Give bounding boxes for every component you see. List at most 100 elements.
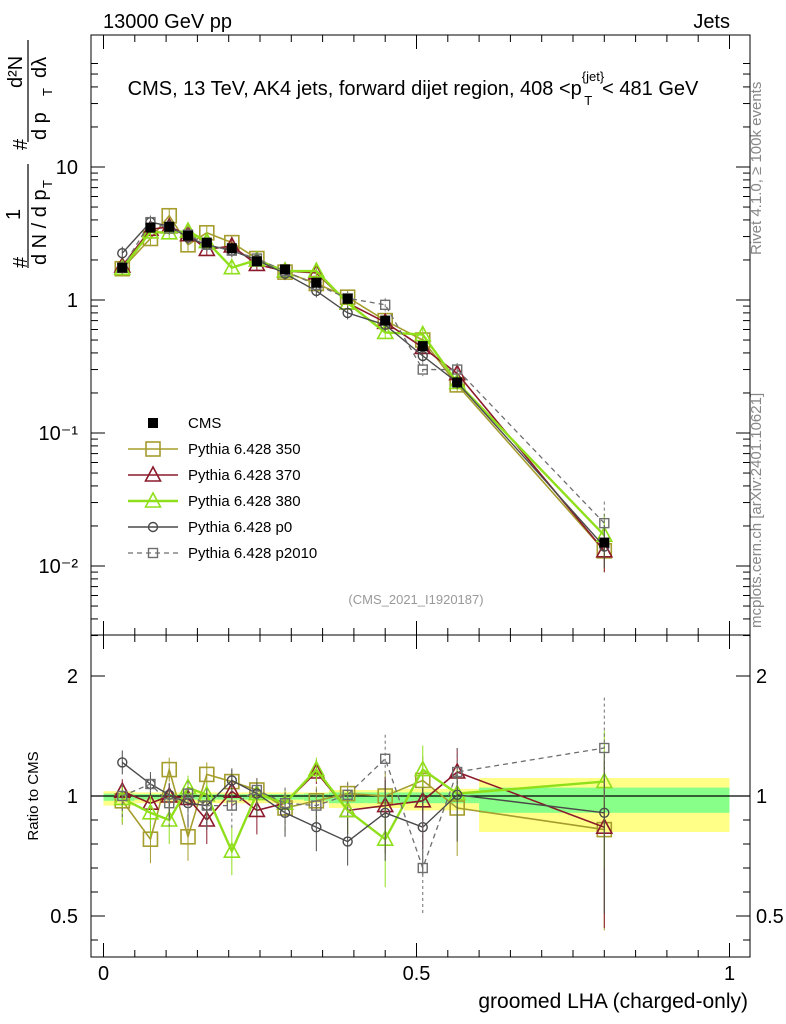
ratio-line-p0 bbox=[121, 761, 605, 843]
analysis-label: (CMS_2021_I1920187) bbox=[348, 592, 483, 607]
data-point-p380 bbox=[413, 324, 432, 342]
ratio-point-p380 bbox=[141, 803, 160, 820]
legend: CMS Pythia 6.428 350 Pythia 6.428 370 Pythi… bbox=[128, 415, 317, 562]
data-point-cms bbox=[251, 256, 262, 267]
ylabel-hash-2: # bbox=[10, 138, 32, 150]
data-point-cms bbox=[380, 315, 391, 326]
main-series-p350 bbox=[114, 207, 613, 573]
ratio-point-p0 bbox=[380, 807, 391, 818]
ratio-point-p2010 bbox=[164, 798, 175, 809]
legend-entry-p350: Pythia 6.428 350 bbox=[128, 441, 301, 458]
ratio-y-tick-label-left: 1 bbox=[67, 786, 78, 808]
ratio-point-p350 bbox=[161, 761, 178, 778]
category-label: Jets bbox=[693, 11, 730, 33]
data-point-p2010 bbox=[451, 364, 463, 375]
ratio-series-p2010 bbox=[117, 697, 610, 916]
data-point-cms bbox=[417, 341, 428, 352]
ratio-point-p2010 bbox=[226, 800, 238, 811]
ratio-panel: 0.5 0.5 1 1 2 2 0 0.5 1 Ratio to CMS groomed LHA… bbox=[25, 634, 784, 1013]
data-point-cms bbox=[342, 293, 353, 304]
ratio-point-p2010 bbox=[599, 742, 610, 754]
main-y-tick-label: 10⁻¹ bbox=[39, 423, 79, 445]
data-point-cms bbox=[452, 377, 463, 388]
legend-entry-p2010: Pythia 6.428 p2010 bbox=[128, 545, 317, 562]
x-axis-title: groomed LHA (charged-only) bbox=[478, 990, 748, 1013]
ratio-point-p370 bbox=[248, 800, 266, 818]
main-y-axis-title: # 1 d N / d p T # d²N d p T dλ bbox=[3, 40, 55, 268]
ratio-x-tick-label: 1 bbox=[724, 963, 735, 985]
legend-label-p2010: Pythia 6.428 p2010 bbox=[188, 545, 317, 562]
ylabel-dpt: d p bbox=[29, 112, 51, 140]
ratio-point-p2010 bbox=[342, 789, 353, 800]
data-point-cms bbox=[226, 243, 237, 254]
chart-title: CMS, 13 TeV, AK4 jets, forward dijet reg… bbox=[128, 69, 699, 108]
legend-marker-p380 bbox=[144, 491, 162, 508]
legend-label-cms: CMS bbox=[188, 415, 221, 432]
ratio-point-p2010 bbox=[451, 766, 463, 778]
data-point-p0 bbox=[417, 350, 428, 362]
ratio-series-p370 bbox=[113, 748, 614, 928]
legend-entry-cms: CMS bbox=[148, 415, 221, 432]
data-point-p0 bbox=[342, 307, 353, 319]
data-point-cms bbox=[145, 222, 156, 233]
data-point-p2010 bbox=[417, 364, 428, 375]
ratio-point-p380 bbox=[338, 800, 357, 818]
main-axis-ticks: 10⁻² 10⁻¹ 1 10 bbox=[39, 35, 750, 637]
legend-entry-p380: Pythia 6.428 380 bbox=[128, 491, 301, 510]
legend-label-p350: Pythia 6.428 350 bbox=[188, 441, 301, 458]
ratio-point-p0 bbox=[599, 807, 610, 818]
data-point-cms bbox=[164, 221, 175, 232]
data-point-p2010 bbox=[380, 299, 391, 311]
ylabel-dn: d N / d p bbox=[29, 189, 51, 265]
mcplots-label: mcplots.cern.ch [arXiv:2401.10621] bbox=[748, 393, 765, 628]
data-point-p380 bbox=[222, 257, 241, 275]
ratio-point-p2010 bbox=[380, 753, 391, 764]
data-point-cms bbox=[311, 277, 322, 288]
ratio-point-p0 bbox=[226, 775, 238, 786]
data-point-cms bbox=[117, 262, 128, 273]
ratio-y-tick-label-left: 0.5 bbox=[50, 906, 78, 928]
ratio-series-group bbox=[113, 697, 614, 931]
legend-label-p0: Pythia 6.428 p0 bbox=[188, 519, 292, 536]
ratio-y-tick-label-right: 0.5 bbox=[756, 906, 784, 928]
legend-entry-p0: Pythia 6.428 p0 bbox=[128, 519, 292, 536]
ratio-x-tick-label: 0 bbox=[98, 963, 109, 985]
ratio-point-p0 bbox=[311, 822, 322, 833]
series-line-p380 bbox=[121, 229, 606, 537]
ylabel-t-1: T bbox=[40, 180, 55, 188]
ratio-point-p380 bbox=[307, 759, 326, 777]
legend-marker-p350 bbox=[145, 441, 161, 457]
ratio-point-p380 bbox=[222, 841, 241, 859]
energy-label: 13000 GeV pp bbox=[103, 11, 232, 33]
ylabel-dl: dλ bbox=[29, 57, 51, 78]
ratio-point-p0 bbox=[117, 757, 128, 768]
ratio-y-axis-title: Ratio to CMS bbox=[25, 751, 42, 840]
legend-label-p380: Pythia 6.428 380 bbox=[188, 493, 301, 510]
legend-marker-cms bbox=[148, 418, 158, 428]
main-series-cms bbox=[117, 221, 610, 548]
legend-entry-p370: Pythia 6.428 370 bbox=[128, 465, 301, 484]
ylabel-one: 1 bbox=[3, 209, 25, 220]
rivet-label: Rivet 4.1.0, ≥ 100k events bbox=[748, 82, 765, 255]
ylabel-hash-1: # bbox=[10, 256, 32, 268]
ratio-y-tick-label-left: 2 bbox=[67, 666, 78, 688]
ratio-axis-ticks: 0.5 0.5 1 1 2 2 0 0.5 1 bbox=[50, 635, 784, 985]
ratio-point-p0 bbox=[342, 836, 353, 847]
main-series-p0 bbox=[117, 215, 610, 569]
ratio-point-p2010 bbox=[182, 788, 194, 799]
data-point-p380 bbox=[376, 322, 395, 340]
ratio-line-p2010 bbox=[122, 747, 605, 870]
main-y-tick-label: 10⁻² bbox=[39, 556, 79, 578]
data-point-p0 bbox=[117, 247, 128, 259]
main-y-tick-label: 10 bbox=[56, 157, 78, 179]
ylabel-d2n: d²N bbox=[5, 56, 27, 88]
legend-label-p370: Pythia 6.428 370 bbox=[188, 467, 301, 484]
ratio-point-p2010 bbox=[145, 778, 156, 790]
ratio-point-p350 bbox=[180, 828, 196, 845]
ratio-point-p2010 bbox=[117, 790, 128, 802]
data-point-cms bbox=[599, 537, 610, 548]
data-point-p370 bbox=[197, 239, 216, 257]
ratio-x-tick-label: 0.5 bbox=[403, 963, 431, 985]
ratio-frame bbox=[90, 634, 751, 958]
